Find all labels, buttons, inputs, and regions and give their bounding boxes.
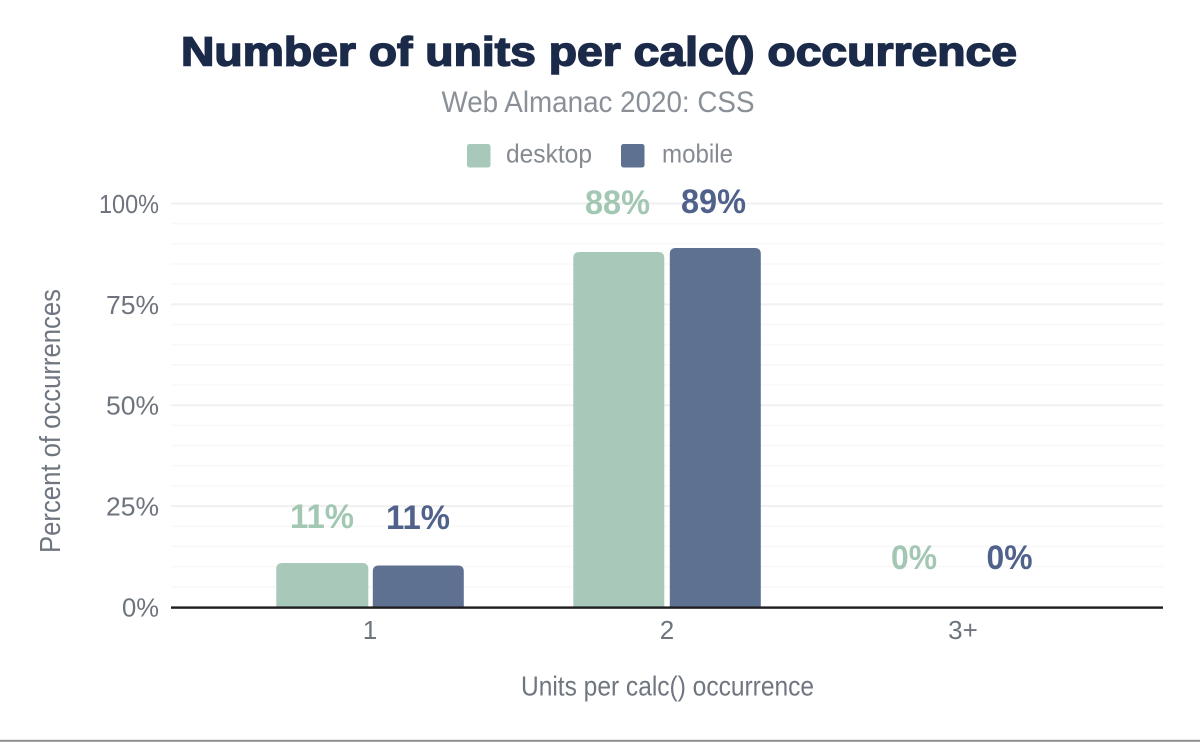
svg-text:Web Almanac 2020: CSS: Web Almanac 2020: CSS bbox=[442, 86, 755, 119]
svg-text:1: 1 bbox=[363, 615, 377, 645]
svg-text:Units per calc() occurrence: Units per calc() occurrence bbox=[521, 671, 814, 702]
svg-text:0%: 0% bbox=[891, 539, 937, 577]
svg-text:75%: 75% bbox=[106, 290, 159, 320]
svg-text:desktop: desktop bbox=[506, 139, 592, 169]
svg-text:50%: 50% bbox=[106, 391, 159, 421]
svg-text:25%: 25% bbox=[106, 492, 159, 522]
svg-text:89%: 89% bbox=[681, 183, 746, 221]
svg-text:11%: 11% bbox=[290, 498, 354, 536]
svg-text:0%: 0% bbox=[122, 592, 159, 622]
svg-text:100%: 100% bbox=[99, 189, 159, 219]
svg-text:0%: 0% bbox=[987, 539, 1033, 577]
svg-text:mobile: mobile bbox=[662, 139, 733, 169]
svg-text:11%: 11% bbox=[386, 499, 450, 537]
svg-text:Percent of occurrences: Percent of occurrences bbox=[35, 289, 67, 553]
svg-text:2: 2 bbox=[660, 615, 674, 645]
svg-text:3+: 3+ bbox=[948, 615, 978, 645]
svg-text:Number of units per calc() occ: Number of units per calc() occurrence bbox=[181, 29, 1017, 75]
svg-text:88%: 88% bbox=[585, 184, 650, 222]
